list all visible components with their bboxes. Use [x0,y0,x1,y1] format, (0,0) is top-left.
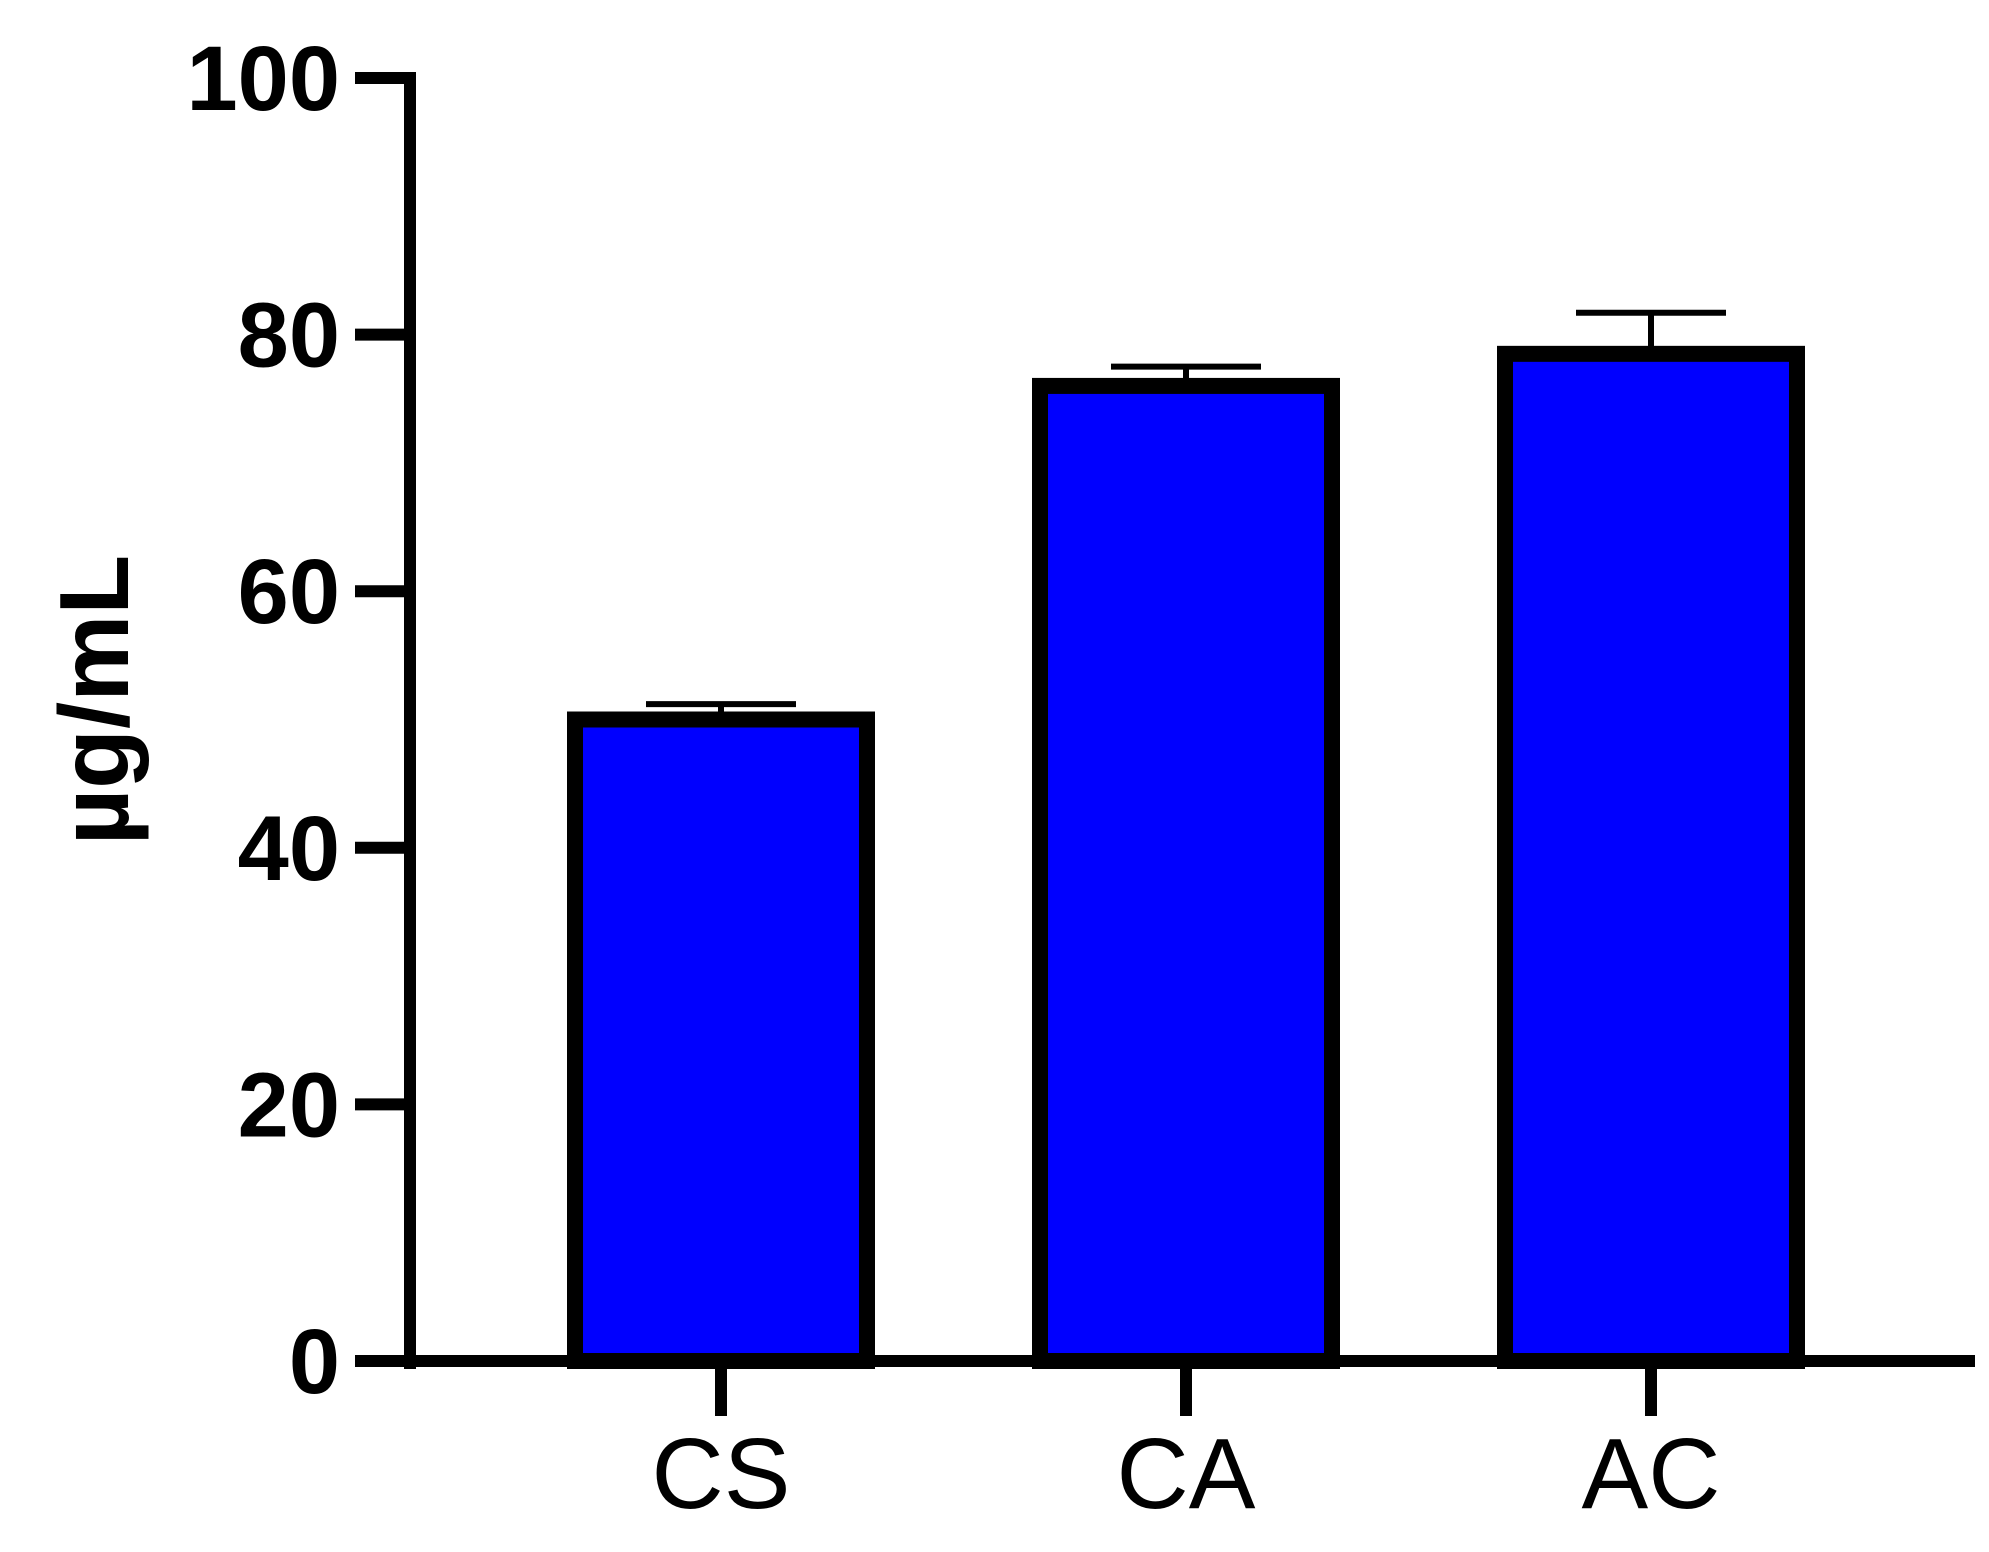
y-tick-label: 60 [238,541,340,643]
y-tick-label: 100 [187,28,341,130]
x-category-label: AC [1582,1418,1721,1530]
y-tick-label: 20 [238,1054,340,1156]
y-tick-label: 0 [289,1311,340,1413]
y-ticks-layer: 0 20 40 60 80 100 [187,28,410,1413]
x-category-label: CS [652,1418,791,1530]
y-tick-label: 40 [238,798,340,900]
y-tick-label: 80 [238,285,340,387]
x-ticks-layer: CS CA AC [652,1361,1721,1530]
axes-layer [355,72,1975,1369]
bars-layer [567,345,1805,1370]
error-bars-layer [646,309,1726,720]
bar-ca [1032,377,1340,1370]
bar-cs [567,711,875,1369]
bar-ac [1497,345,1805,1370]
y-axis-title: µg/mL [39,555,149,846]
x-category-label: CA [1117,1418,1256,1530]
